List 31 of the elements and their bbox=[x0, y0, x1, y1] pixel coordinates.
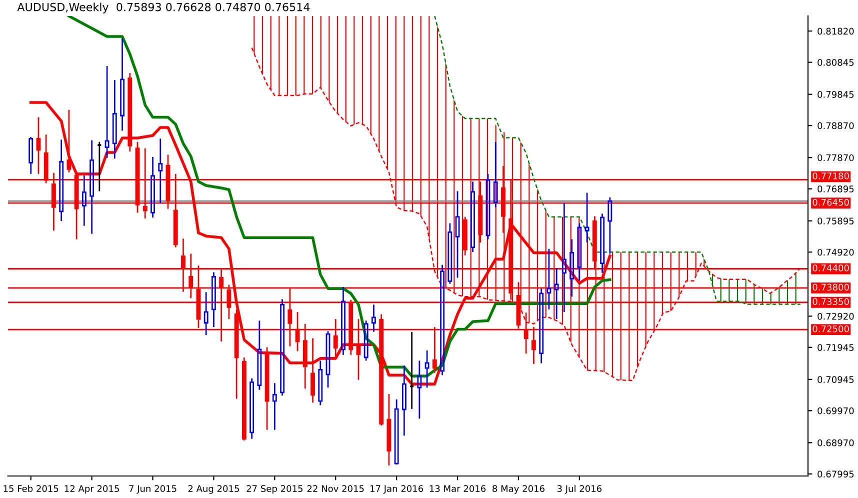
y-tick-label: 0.79845 bbox=[818, 91, 854, 98]
ref-line-label: 0.72500 bbox=[812, 325, 849, 332]
ref-line-label: 0.74400 bbox=[812, 264, 849, 272]
y-tick-label: 0.67995 bbox=[818, 470, 854, 478]
x-tick-label: 22 Nov 2015 bbox=[307, 485, 364, 492]
y-tick-label: 0.80845 bbox=[818, 59, 854, 66]
ref-line-label: 0.73350 bbox=[812, 298, 849, 305]
x-tick-label: 27 Sep 2015 bbox=[246, 485, 302, 494]
x-tick-label: 8 May 2016 bbox=[492, 485, 544, 494]
ref-line-label: 0.73800 bbox=[812, 284, 849, 291]
y-tick-label: 0.77870 bbox=[818, 154, 854, 162]
y-tick-label: 0.74920 bbox=[818, 248, 854, 256]
x-tick-label: 3 Jul 2016 bbox=[557, 485, 602, 494]
y-tick-label: 0.76895 bbox=[818, 186, 854, 192]
ref-line-label: 0.76450 bbox=[812, 198, 849, 206]
y-tick-label: 0.70945 bbox=[818, 376, 854, 383]
y-tick-label: 0.75895 bbox=[818, 218, 854, 224]
chart-title: AUDUSD,Weekly 0.75893 0.76628 0.74870 0.76514 bbox=[17, 2, 310, 14]
y-tick-label: 0.72920 bbox=[818, 312, 854, 320]
y-tick-label: 0.78870 bbox=[818, 122, 854, 130]
x-tick-label: 12 Apr 2015 bbox=[64, 485, 119, 494]
x-tick-label: 15 Feb 2015 bbox=[4, 485, 58, 492]
y-tick-label: 0.69970 bbox=[818, 407, 854, 414]
x-tick-label: 17 Jan 2016 bbox=[370, 485, 424, 494]
x-tick-label: 2 Aug 2015 bbox=[188, 485, 239, 494]
ref-line-label: 0.77180 bbox=[812, 172, 849, 180]
y-tick-label: 0.71945 bbox=[818, 344, 854, 351]
y-tick-label: 0.68970 bbox=[818, 439, 854, 446]
y-tick-label: 0.81820 bbox=[818, 28, 854, 35]
x-tick-label: 7 Jun 2015 bbox=[129, 485, 176, 494]
x-tick-label: 13 Mar 2016 bbox=[430, 485, 486, 492]
